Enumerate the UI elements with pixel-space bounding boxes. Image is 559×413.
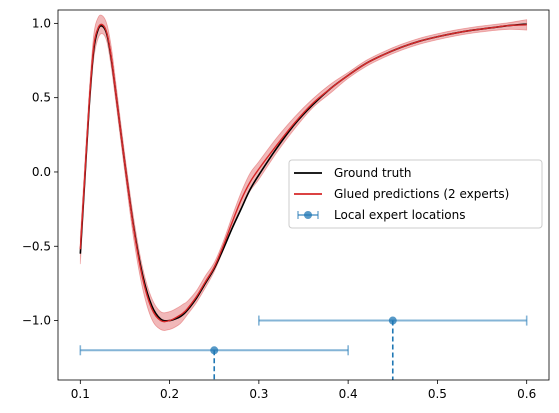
- x-tick-label: 0.6: [517, 387, 536, 401]
- axes-frame: [57, 9, 550, 381]
- legend-entry-2: Glued predictions (2 experts): [294, 187, 509, 201]
- y-tick-label: −0.5: [22, 239, 51, 253]
- legend-entry-1: Ground truth: [294, 166, 412, 180]
- x-tick-label: 0.2: [160, 387, 179, 401]
- legend-label: Local expert locations: [334, 208, 466, 222]
- x-tick-label: 0.3: [249, 387, 268, 401]
- prediction-confidence-band: [79, 14, 528, 331]
- y-tick-label: 1.0: [32, 16, 51, 30]
- expert-marker: [388, 316, 397, 325]
- legend-label: Glued predictions (2 experts): [334, 187, 509, 201]
- legend-entry-3: Local expert locations: [297, 208, 466, 222]
- expert-location-1: [79, 345, 349, 380]
- x-axis: 0.1 0.2 0.3 0.4 0.5 0.6: [71, 380, 536, 401]
- y-tick-label: −1.0: [22, 314, 51, 328]
- y-axis: 1.0 0.5 0.0 −0.5 −1.0: [22, 16, 58, 328]
- prediction-line: [79, 23, 527, 323]
- legend-label: Ground truth: [334, 166, 412, 180]
- x-tick-label: 0.5: [428, 387, 447, 401]
- plot-area: [79, 14, 528, 380]
- legend: Ground truth Glued predictions (2 experts…: [288, 159, 543, 229]
- expert-marker: [210, 346, 219, 355]
- legend-box: [288, 159, 543, 229]
- x-tick-label: 0.4: [339, 387, 358, 401]
- x-tick-label: 0.1: [71, 387, 90, 401]
- expert-location-2: [258, 315, 528, 380]
- y-tick-label: 0.5: [32, 91, 51, 105]
- legend-marker-swatch: [304, 211, 312, 219]
- y-tick-label: 0.0: [32, 165, 51, 179]
